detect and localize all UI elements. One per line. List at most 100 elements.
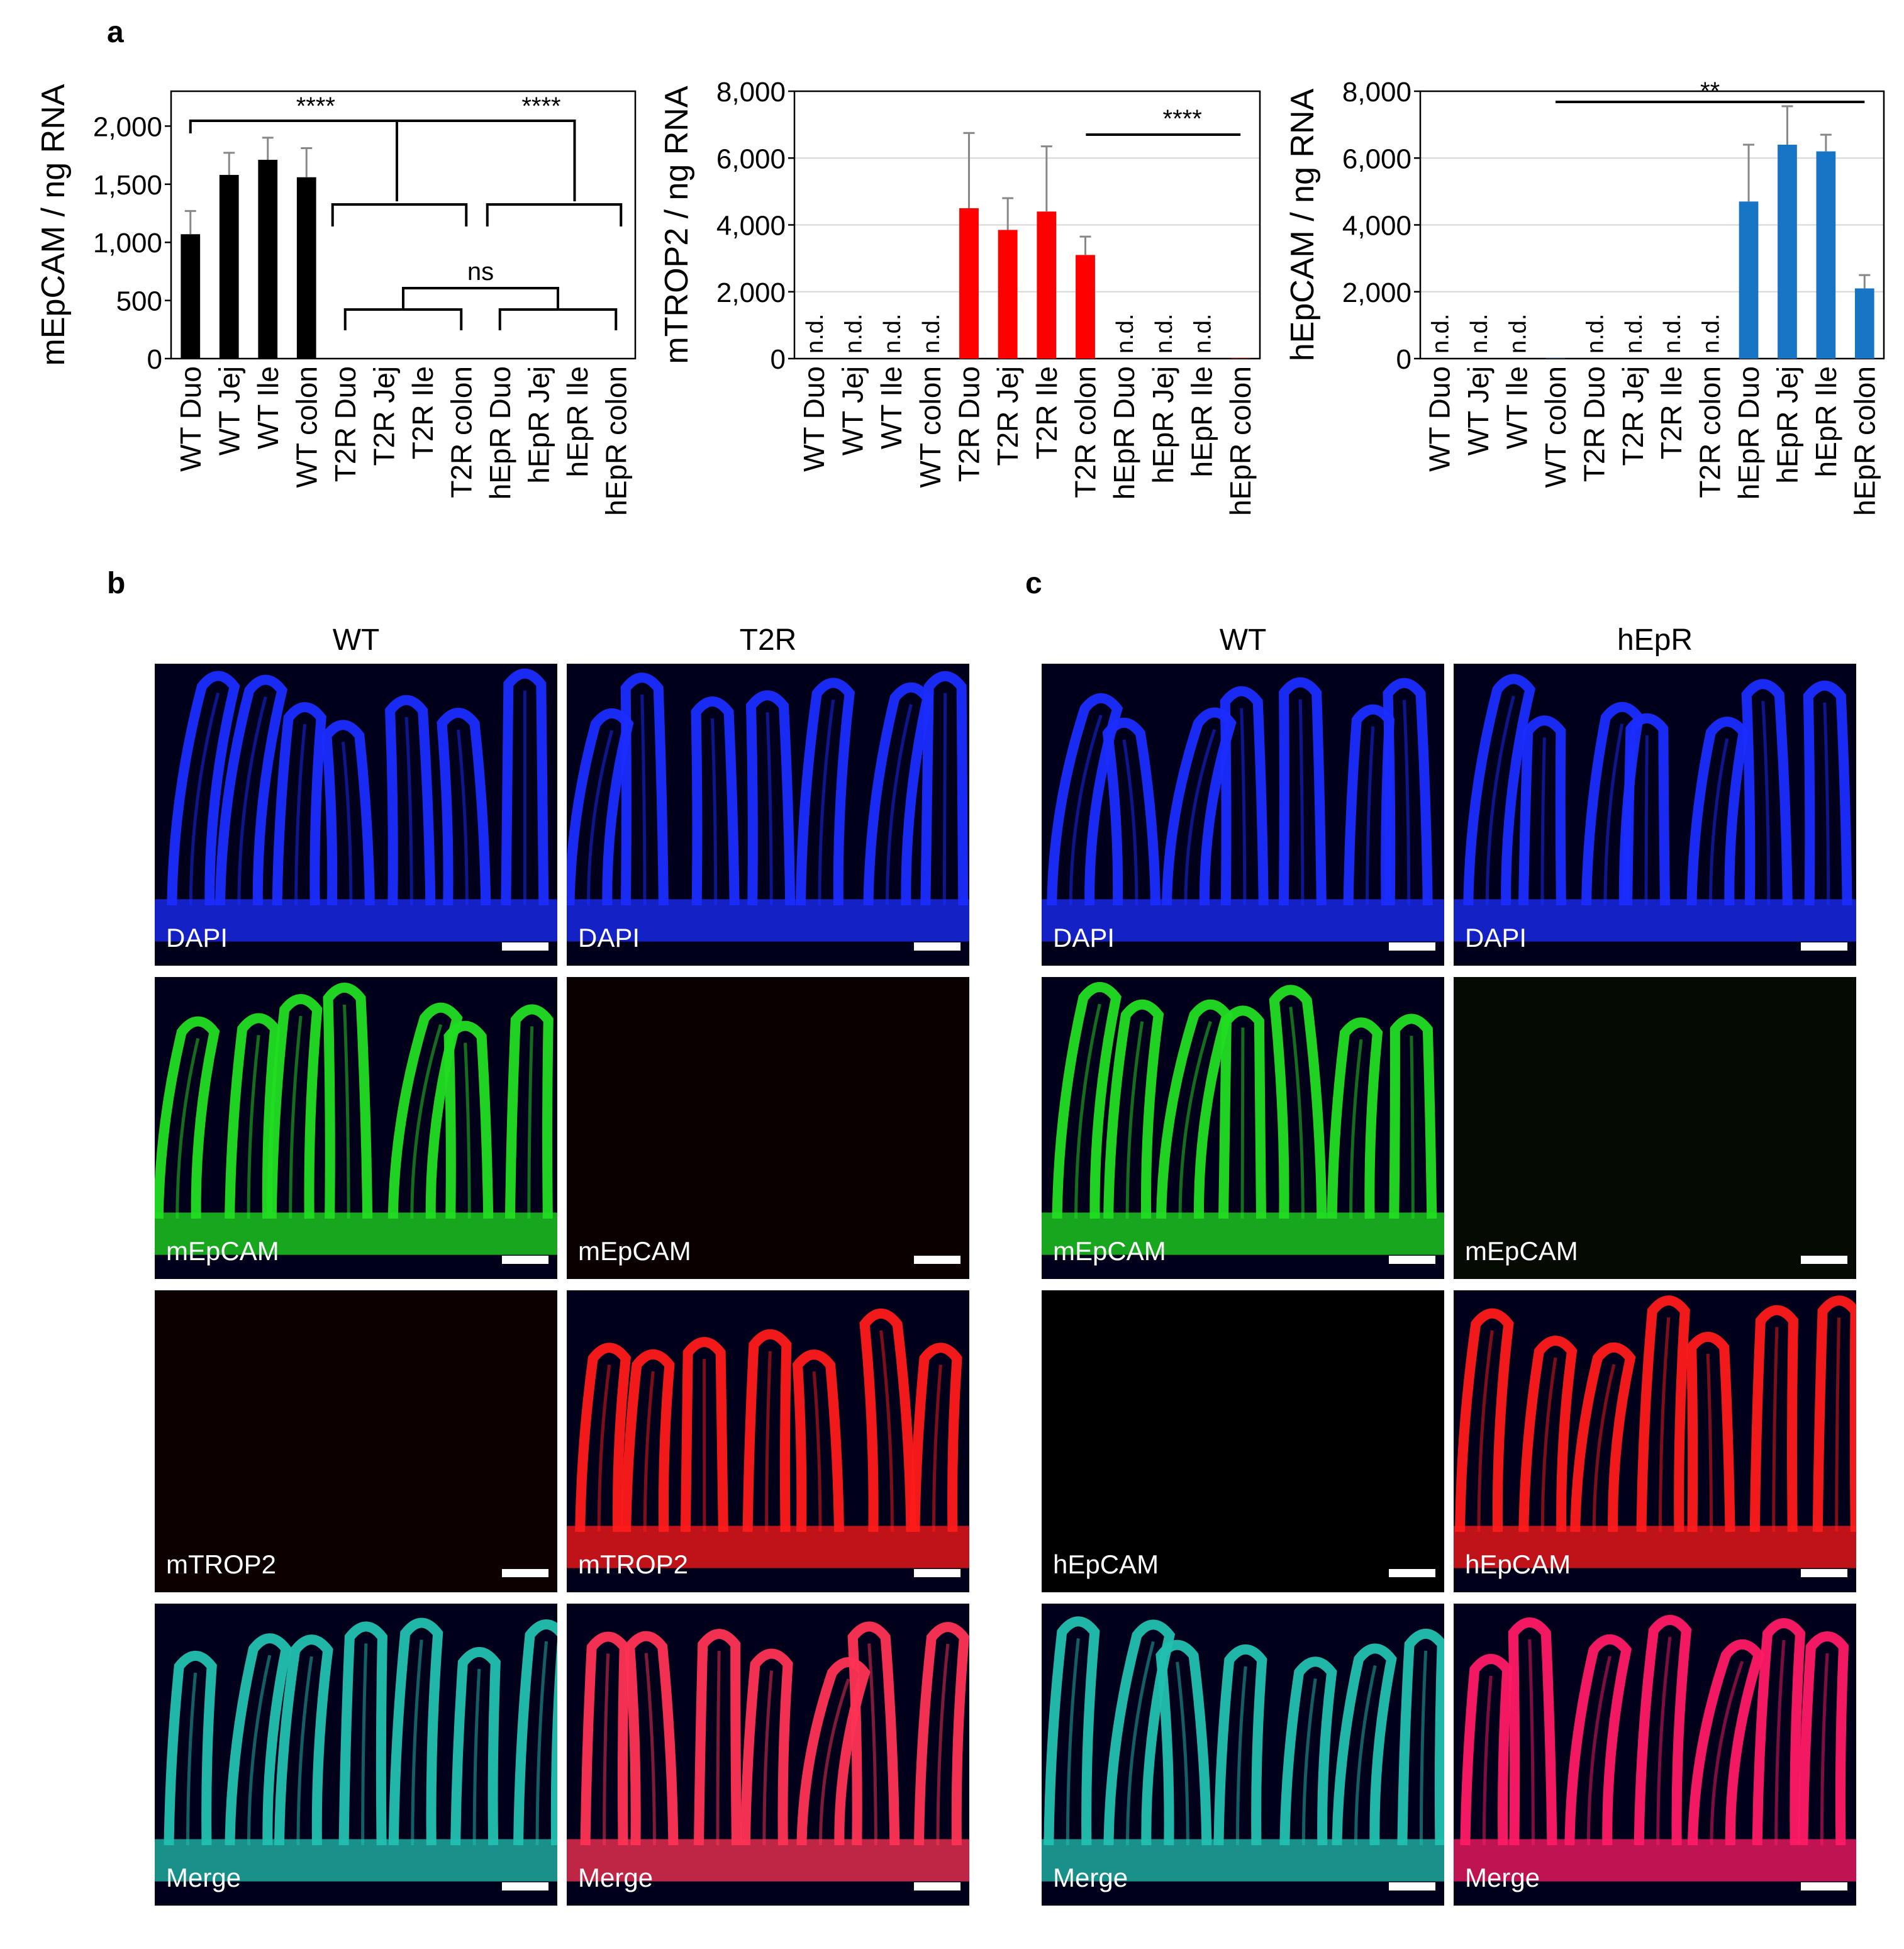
tissue-image bbox=[1042, 1604, 1444, 1906]
chart-2-nd-label: n.d. bbox=[1659, 314, 1686, 354]
chart-0-category-label: WT Ile bbox=[252, 366, 284, 449]
micrograph-c-2-0: hEpCAM bbox=[1042, 1290, 1444, 1592]
chart-1-ytick-label: 6,000 bbox=[716, 143, 786, 174]
chart-0-category-label: WT Duo bbox=[174, 366, 207, 472]
chart-1-bar bbox=[1076, 255, 1095, 359]
scale-bar bbox=[914, 1882, 960, 1890]
chart-0-bracket bbox=[331, 203, 468, 226]
chart-2-nd-label: n.d. bbox=[1428, 314, 1454, 354]
micrograph-b-1-1: mEpCAM bbox=[567, 977, 969, 1279]
bar-charts: 0 500 1,000 1,500 2,000 mEpCAM / ng RNA WT Duo… bbox=[35, 77, 1885, 516]
chart-2-category-label: T2R Duo bbox=[1578, 366, 1610, 482]
panel-letter-c: c bbox=[1025, 567, 1042, 600]
stain-label: Merge bbox=[578, 1863, 654, 1892]
chart-0-category-label: WT colon bbox=[290, 366, 323, 488]
chart-1-category-label: T2R Duo bbox=[953, 366, 986, 482]
scale-bar bbox=[502, 1256, 548, 1264]
column-header: WT bbox=[332, 623, 380, 657]
chart-1-category-label: hEpR Jej bbox=[1147, 366, 1179, 484]
stain-label: Merge bbox=[166, 1863, 242, 1892]
tissue-image bbox=[567, 1290, 969, 1592]
tissue-image bbox=[1042, 977, 1444, 1279]
chart-2-ytick-label: 4,000 bbox=[1342, 211, 1411, 242]
chart-1-category-label: T2R colon bbox=[1069, 366, 1102, 498]
stain-label: hEpCAM bbox=[1053, 1550, 1159, 1579]
chart-2-ylabel: hEpCAM / ng RNA bbox=[1284, 88, 1321, 361]
scale-bar bbox=[914, 1569, 960, 1577]
chart-2-nd-label: n.d. bbox=[1621, 314, 1647, 354]
tissue-image bbox=[1454, 1604, 1856, 1906]
chart-0-bar bbox=[335, 358, 355, 359]
micrograph-c-0-0: DAPI bbox=[1042, 664, 1444, 966]
chart-0-category-label: hEpR Duo bbox=[484, 366, 516, 500]
chart-2-category-label: T2R Ile bbox=[1655, 366, 1688, 459]
scale-bar bbox=[1389, 1882, 1435, 1890]
stain-label: mEpCAM bbox=[578, 1236, 691, 1266]
chart-0-bracket bbox=[189, 120, 576, 201]
chart-0-significance: **** bbox=[296, 92, 335, 120]
chart-0-significance: ns bbox=[467, 258, 494, 286]
scale-bar bbox=[1801, 1256, 1847, 1264]
chart-0-frame bbox=[170, 90, 637, 360]
scale-bar bbox=[1389, 1569, 1435, 1577]
tissue-image bbox=[567, 977, 969, 1279]
chart-0-bar bbox=[451, 358, 471, 359]
micrograph-b-2-1: mTROP2 bbox=[567, 1290, 969, 1592]
chart-0-bracket bbox=[486, 203, 623, 226]
micrograph-b-0-0: DAPI bbox=[155, 664, 557, 966]
chart-1-category-label: T2R Jej bbox=[991, 366, 1024, 466]
tissue-image bbox=[1042, 664, 1444, 966]
chart-2-bar bbox=[1739, 201, 1759, 359]
chart-2-category-label: hEpR Duo bbox=[1732, 366, 1765, 500]
chart-1-ytick-label: 0 bbox=[771, 344, 786, 375]
chart-0-category-label: T2R Ile bbox=[406, 366, 439, 459]
micrograph-c-0-1: DAPI bbox=[1454, 664, 1856, 966]
chart-2-category-label: WT colon bbox=[1539, 366, 1572, 488]
chart-0-ytick-label: 500 bbox=[116, 286, 162, 317]
chart-1-category-label: hEpR colon bbox=[1224, 366, 1257, 516]
chart-2-ytick-label: 2,000 bbox=[1342, 277, 1411, 308]
chart-2-ytick-label: 8,000 bbox=[1342, 77, 1411, 108]
chart-1-category-label: WT Duo bbox=[798, 366, 830, 472]
chart-0-bar bbox=[181, 234, 201, 359]
chart-0-category-label: T2R colon bbox=[445, 366, 477, 498]
chart-0-ytick-label: 0 bbox=[147, 344, 162, 375]
chart-0-category-label: T2R Jej bbox=[367, 366, 400, 466]
chart-2-category-label: T2R colon bbox=[1694, 366, 1727, 498]
stain-label: mEpCAM bbox=[1053, 1236, 1166, 1266]
chart-0-bar bbox=[567, 358, 587, 359]
micrograph-c-3-0: Merge bbox=[1042, 1604, 1444, 1906]
chart-0-ytick-label: 1,500 bbox=[93, 170, 162, 201]
chart-0-category-label: hEpR Ile bbox=[561, 366, 594, 477]
tissue-image bbox=[567, 664, 969, 966]
chart-2-significance: ** bbox=[1700, 77, 1720, 105]
micrograph-c-1-1: mEpCAM bbox=[1454, 977, 1856, 1279]
chart-2-category-label: hEpR Ile bbox=[1810, 366, 1842, 477]
chart-2-ytick-label: 0 bbox=[1396, 344, 1411, 375]
chart-2-category-label: WT Duo bbox=[1423, 366, 1456, 472]
micrograph-c-2-1: hEpCAM bbox=[1454, 1290, 1856, 1592]
chart-1-bar bbox=[998, 230, 1018, 359]
chart-0-bar bbox=[413, 358, 433, 359]
chart-2-bar bbox=[1816, 151, 1836, 359]
chart-1-bar bbox=[1037, 211, 1057, 359]
chart-2-category-label: hEpR Jej bbox=[1771, 366, 1803, 484]
chart-1-ylabel: mTROP2 / ng RNA bbox=[659, 86, 695, 364]
micrograph-b-3-0: Merge bbox=[155, 1604, 557, 1906]
tissue-image bbox=[155, 1604, 557, 1906]
chart-0-bar bbox=[219, 175, 239, 359]
scale-bar bbox=[1801, 1569, 1847, 1577]
scale-bar bbox=[1801, 1882, 1847, 1890]
chart-1-category-label: WT Ile bbox=[875, 366, 908, 449]
stain-label: mTROP2 bbox=[578, 1550, 689, 1579]
chart-1-category-label: T2R Ile bbox=[1030, 366, 1063, 459]
chart-1-nd-label: n.d. bbox=[841, 314, 867, 354]
scale-bar bbox=[502, 1882, 548, 1890]
chart-0-significance: **** bbox=[521, 92, 560, 120]
chart-1-category-label: WT colon bbox=[914, 366, 947, 488]
panel-letter-a: a bbox=[107, 16, 124, 49]
chart-2-nd-label: n.d. bbox=[1582, 314, 1608, 354]
chart-1-ytick-label: 8,000 bbox=[716, 77, 786, 108]
scale-bar bbox=[1389, 1256, 1435, 1264]
chart-0-category-label: T2R Duo bbox=[329, 366, 362, 482]
